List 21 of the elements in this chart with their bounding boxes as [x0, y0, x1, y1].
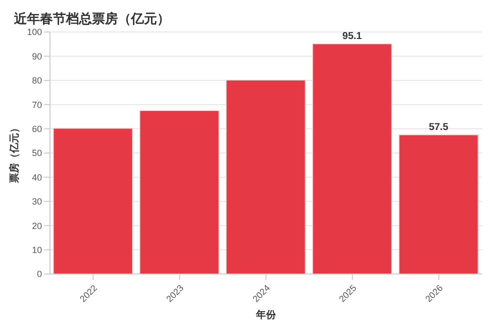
y-tick-label: 30 — [32, 196, 42, 207]
y-tick-label: 40 — [32, 172, 42, 182]
chart-title: 近年春节档总票房（亿元） — [14, 10, 170, 28]
y-tick-label: 90 — [32, 51, 42, 62]
bar — [53, 128, 133, 274]
y-tick-label: 50 — [32, 148, 42, 158]
y-tick-label: 60 — [32, 124, 42, 134]
bar — [312, 43, 392, 274]
data-label: 57.5 — [428, 122, 449, 133]
bar — [226, 80, 306, 274]
y-tick-label: 80 — [32, 76, 42, 86]
y-axis-title: 票房（亿元） — [8, 123, 21, 184]
x-axis-title: 年份 — [255, 309, 277, 321]
data-label: 95.1 — [342, 30, 362, 42]
y-tick-label: 70 — [32, 100, 42, 110]
y-tick-label: 10 — [32, 244, 42, 255]
bar — [398, 134, 478, 274]
y-tick-label: 100 — [26, 27, 42, 38]
bar — [139, 110, 220, 274]
y-tick-label: 0 — [36, 269, 42, 280]
y-tick-label: 20 — [32, 220, 42, 231]
